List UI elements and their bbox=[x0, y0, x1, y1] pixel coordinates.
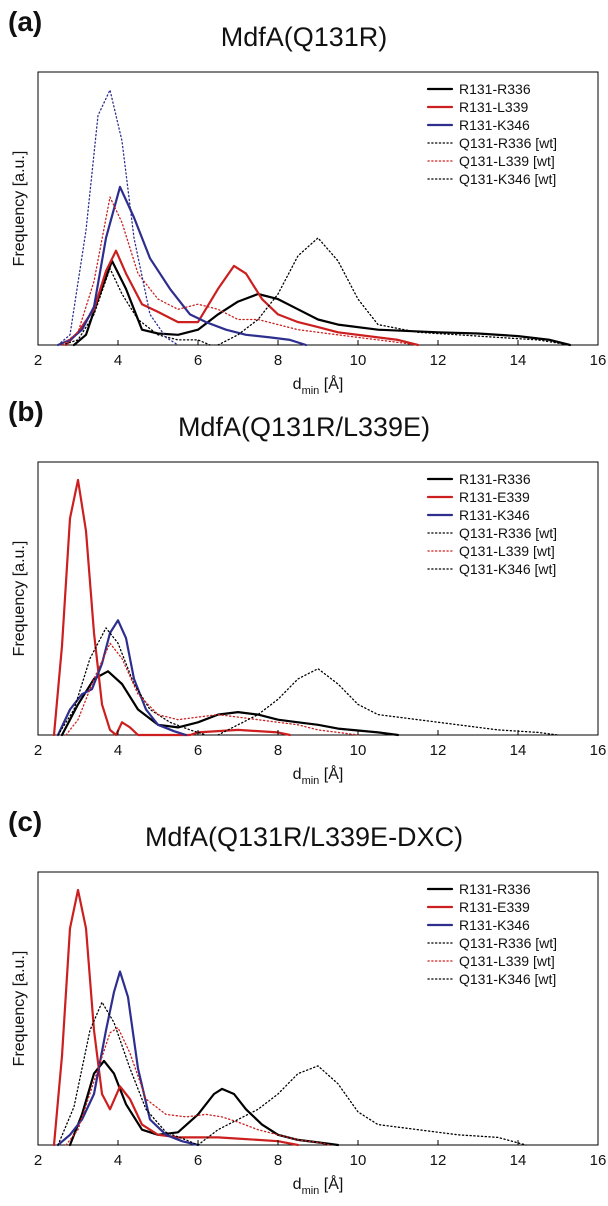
legend-label: Q131-L339 [wt] bbox=[459, 953, 555, 969]
x-tick-label: 12 bbox=[430, 742, 447, 759]
series-line bbox=[65, 642, 359, 736]
chart-title: MdfA(Q131R/L339E-DXC) bbox=[144, 822, 464, 852]
series-line bbox=[64, 249, 420, 347]
series-line bbox=[57, 627, 207, 736]
legend-label: R131-R336 bbox=[459, 881, 531, 897]
series-line bbox=[60, 670, 400, 737]
legend-label: R131-R336 bbox=[459, 81, 531, 97]
x-axis-label: dmin [Å] bbox=[293, 1174, 344, 1197]
x-tick-label: 12 bbox=[430, 1152, 447, 1169]
x-axis-label-main: d bbox=[293, 1176, 302, 1193]
series-line bbox=[68, 1059, 340, 1147]
series-line bbox=[217, 668, 559, 736]
series-line bbox=[57, 1001, 199, 1146]
x-tick-label: 2 bbox=[34, 1152, 42, 1169]
x-tick-label: 10 bbox=[350, 742, 367, 759]
legend-label: Q131-R336 [wt] bbox=[459, 935, 557, 951]
x-tick-label: 4 bbox=[114, 1152, 122, 1169]
x-tick-label: 6 bbox=[194, 352, 202, 369]
series-line bbox=[57, 89, 179, 346]
legend-label: Q131-L339 [wt] bbox=[459, 543, 555, 559]
legend-label: R131-E339 bbox=[459, 899, 530, 915]
x-tick-label: 2 bbox=[34, 742, 42, 759]
x-tick-label: 16 bbox=[590, 1152, 607, 1169]
panel-b: (b) MdfA(Q131R/L339E) 2 4 6 8 10 12 14 16 dmin [… bbox=[0, 390, 608, 790]
x-tick-label: 10 bbox=[350, 352, 367, 369]
x-tick-label: 14 bbox=[510, 352, 527, 369]
x-tick-label: 14 bbox=[510, 742, 527, 759]
x-tick-label: 8 bbox=[274, 352, 282, 369]
x-tick-label: 2 bbox=[34, 352, 42, 369]
plot-frame bbox=[37, 461, 599, 736]
legend-label: R131-R336 bbox=[459, 471, 531, 487]
x-tick-label: 14 bbox=[510, 1152, 527, 1169]
legend-label: Q131-L339 [wt] bbox=[459, 153, 555, 169]
series-line bbox=[217, 237, 571, 346]
series-line bbox=[65, 1027, 331, 1146]
series-line bbox=[52, 478, 292, 737]
line-chart: 2 4 6 8 10 12 14 16 dmin [Å] Frequency [a.u.] R131… bbox=[11, 71, 607, 397]
x-tick-label: 6 bbox=[194, 742, 202, 759]
line-chart: 2 4 6 8 10 12 14 16 dmin [Å] Frequency [a.u.] R131… bbox=[11, 461, 607, 787]
legend-label: Q131-R336 [wt] bbox=[459, 135, 557, 151]
series-line bbox=[56, 185, 308, 347]
x-tick-label: 6 bbox=[194, 1152, 202, 1169]
x-axis-label-unit: [Å] bbox=[319, 1174, 343, 1193]
plot-frame bbox=[37, 71, 599, 346]
x-axis-label: dmin [Å] bbox=[293, 374, 344, 397]
legend-label: R131-K346 bbox=[459, 117, 530, 133]
series-line bbox=[52, 888, 300, 1147]
x-tick-label: 8 bbox=[274, 1152, 282, 1169]
y-axis-label: Frequency [a.u.] bbox=[11, 151, 28, 267]
panel-c: (c) MdfA(Q131R/L339E-DXC) 2 4 6 8 10 12 14 16 dm… bbox=[0, 800, 608, 1200]
x-axis-label-sub: min bbox=[302, 775, 320, 787]
x-axis-label: dmin [Å] bbox=[293, 764, 344, 787]
x-axis-label-main: d bbox=[293, 376, 302, 393]
y-axis-label: Frequency [a.u.] bbox=[11, 951, 28, 1067]
chart-title: MdfA(Q131R/L339E) bbox=[177, 412, 431, 442]
series-line bbox=[56, 619, 188, 737]
x-tick-label: 10 bbox=[350, 1152, 367, 1169]
x-tick-label: 8 bbox=[274, 742, 282, 759]
x-tick-label: 16 bbox=[590, 352, 607, 369]
panel-label: (c) bbox=[8, 806, 43, 837]
legend-label: Q131-K346 [wt] bbox=[459, 561, 556, 577]
x-axis-label-sub: min bbox=[302, 385, 320, 397]
legend-label: R131-K346 bbox=[459, 917, 530, 933]
x-axis-label-unit: [Å] bbox=[319, 764, 343, 783]
chart-title: MdfA(Q131R) bbox=[220, 22, 388, 52]
x-axis-label-unit: [Å] bbox=[319, 374, 343, 393]
x-axis-label-main: d bbox=[293, 766, 302, 783]
panel-a: (a) MdfA(Q131R) 2 4 6 8 10 12 14 16 dmin [Å] Freq… bbox=[0, 0, 608, 400]
series-line bbox=[72, 259, 572, 347]
legend-label: R131-L339 bbox=[459, 99, 528, 115]
x-axis-label-sub: min bbox=[302, 1185, 320, 1197]
plot-frame bbox=[37, 871, 599, 1146]
x-tick-label: 4 bbox=[114, 352, 122, 369]
panel-label: (b) bbox=[8, 396, 44, 427]
legend-label: R131-E339 bbox=[459, 489, 530, 505]
legend-label: R131-K346 bbox=[459, 507, 530, 523]
series-line bbox=[61, 196, 419, 346]
legend-label: Q131-R336 [wt] bbox=[459, 525, 557, 541]
series-line bbox=[61, 267, 211, 346]
series-line bbox=[197, 1065, 527, 1146]
legend-label: Q131-K346 [wt] bbox=[459, 971, 556, 987]
y-axis-label: Frequency [a.u.] bbox=[11, 541, 28, 657]
x-tick-label: 12 bbox=[430, 352, 447, 369]
panel-label: (a) bbox=[8, 6, 43, 37]
line-chart: 2 4 6 8 10 12 14 16 dmin [Å] Frequency [a.u.] R131… bbox=[11, 871, 607, 1197]
series-line bbox=[56, 970, 200, 1147]
x-tick-label: 16 bbox=[590, 742, 607, 759]
x-tick-label: 4 bbox=[114, 742, 122, 759]
legend-label: Q131-K346 [wt] bbox=[459, 171, 556, 187]
